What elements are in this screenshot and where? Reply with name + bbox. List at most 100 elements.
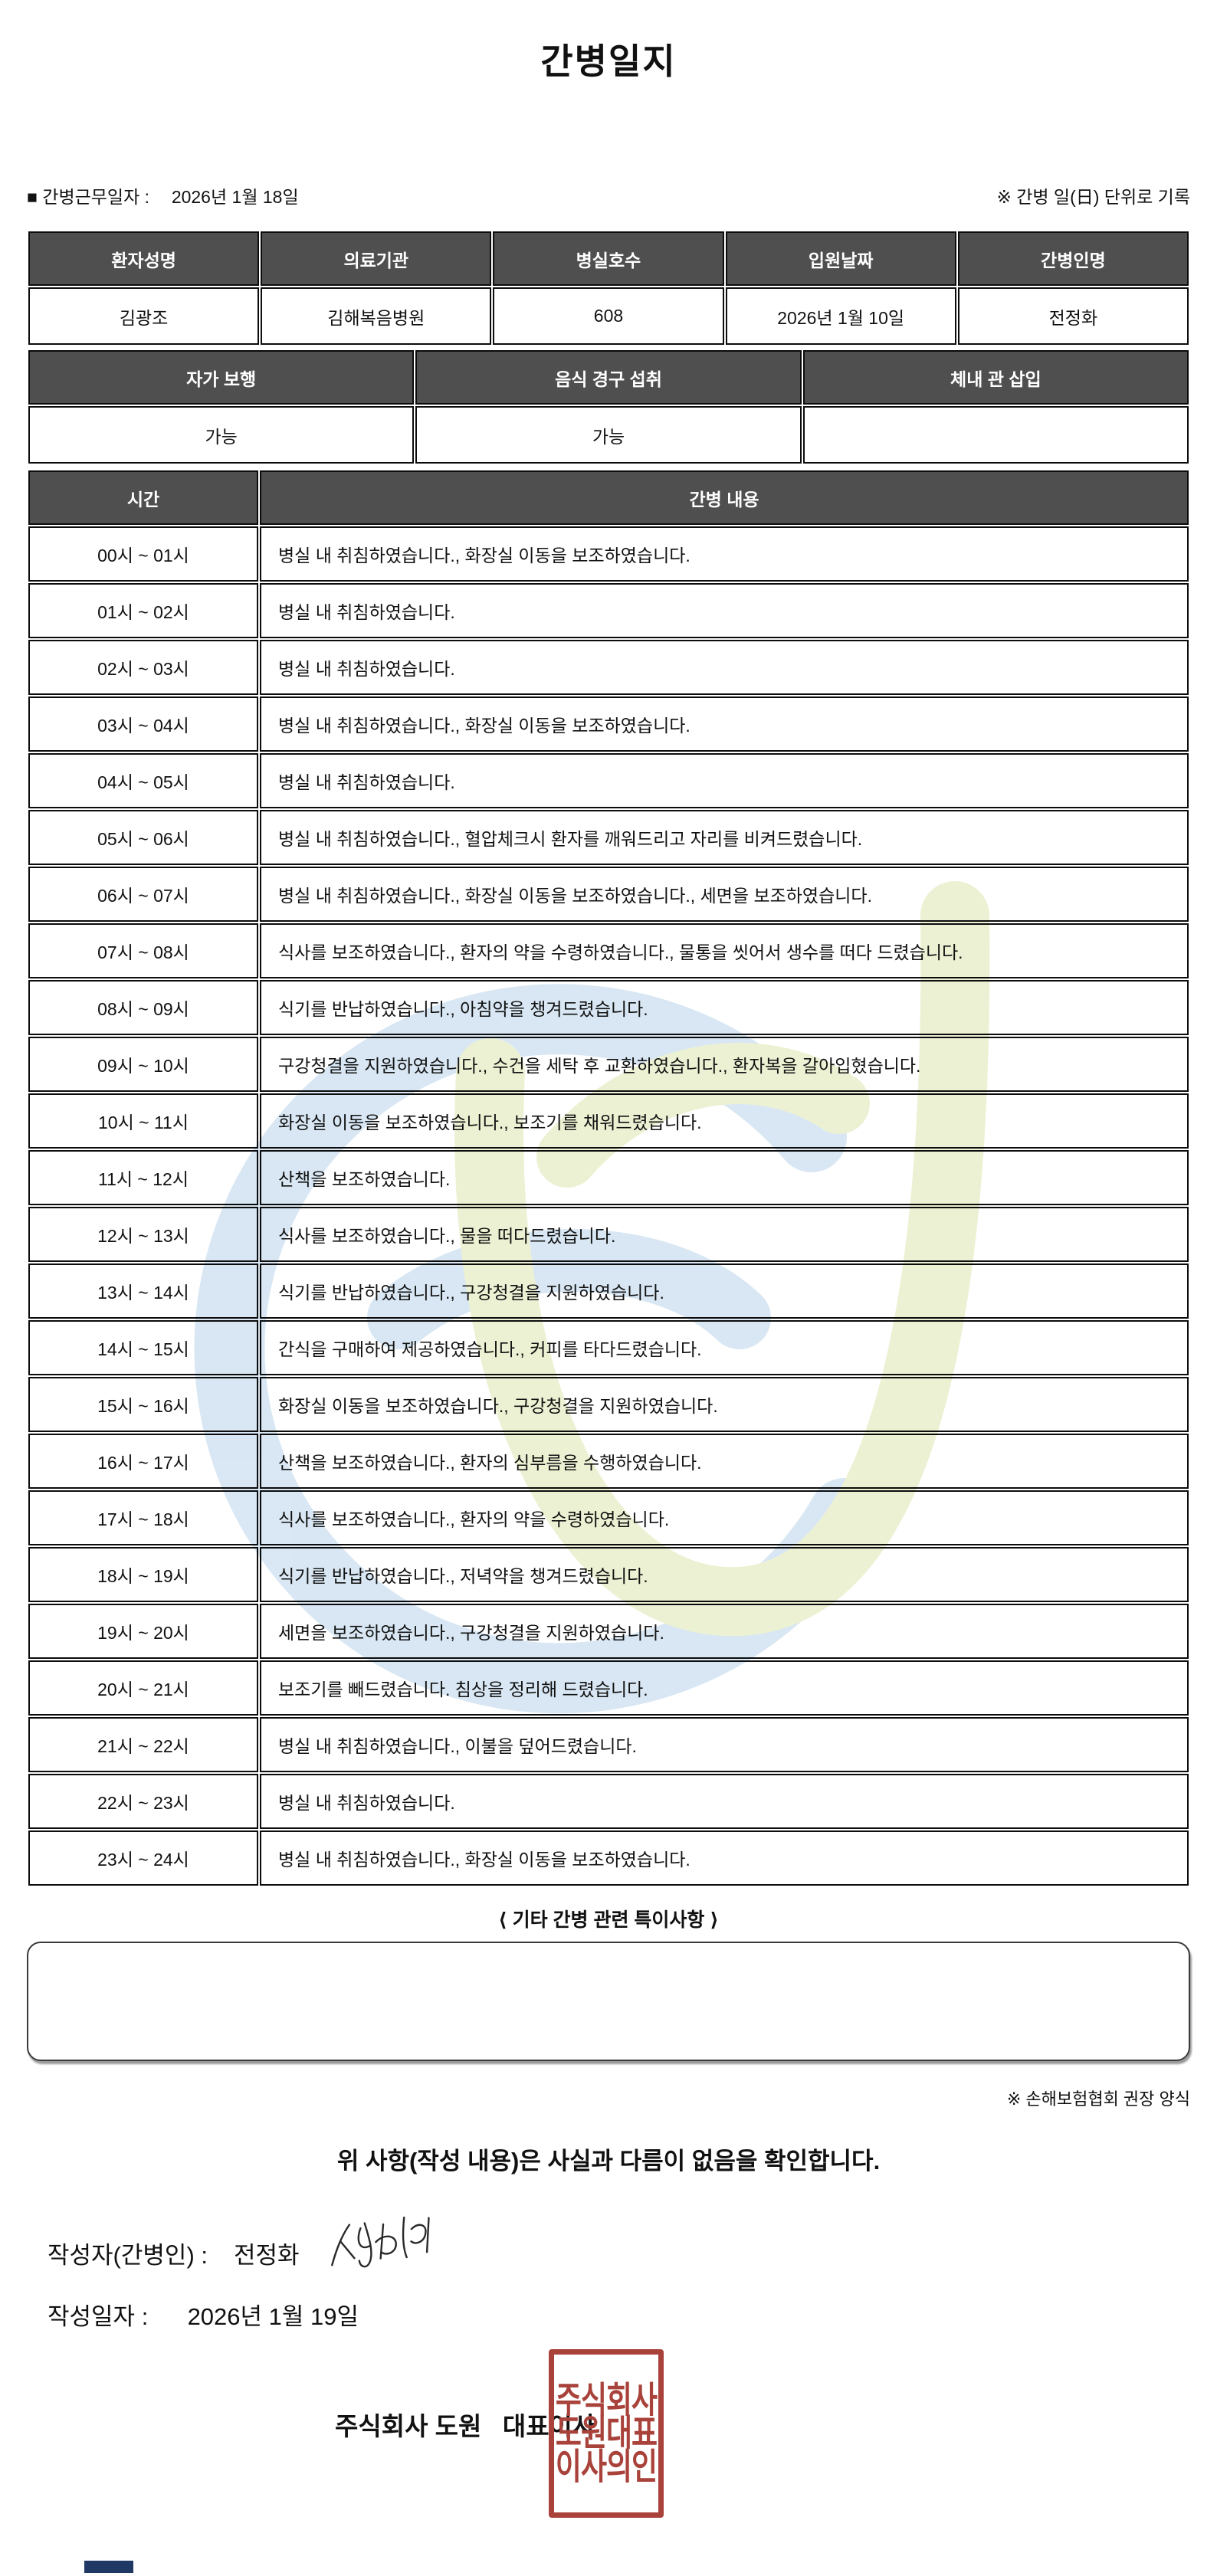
- care-time-cell: 10시 ~ 11시: [28, 1093, 258, 1149]
- written-date-value: 2026년 1월 19일: [187, 2303, 359, 2330]
- care-time-cell: 13시 ~ 14시: [28, 1263, 258, 1319]
- admission-date-value: 2026년 1월 10일: [725, 287, 956, 345]
- care-time-cell: 12시 ~ 13시: [28, 1207, 258, 1262]
- stamp-text-line: 도원대표: [555, 2413, 658, 2453]
- care-content-cell: 병실 내 취침하였습니다., 화장실 이동을 보조하였습니다., 세면을 보조하…: [260, 867, 1189, 922]
- care-row: 17시 ~ 18시 식사를 보조하였습니다., 환자의 약을 수령하였습니다.: [28, 1490, 1189, 1545]
- care-content-cell: 병실 내 취침하였습니다., 혈압체크시 환자를 깨워드리고 자리를 비켜드렸습…: [260, 810, 1189, 865]
- patient-info-table: 환자성명 의료기관 병실호수 입원날짜 간병인명 김광조 김해복음병원 608 …: [27, 230, 1190, 346]
- care-content-cell: 식기를 반납하였습니다., 구강청결을 지원하였습니다.: [260, 1263, 1189, 1319]
- care-content-cell: 화장실 이동을 보조하였습니다., 보조기를 채워드렸습니다.: [260, 1093, 1189, 1149]
- care-time-cell: 19시 ~ 20시: [28, 1604, 258, 1659]
- care-time-cell: 21시 ~ 22시: [28, 1717, 258, 1772]
- condition-table: 자가 보행 음식 경구 섭취 체내 관 삽입 가능 가능: [27, 349, 1190, 465]
- col-header-medical-institution: 의료기관: [261, 231, 492, 286]
- unit-note: ※ 간병 일(日) 단위로 기록: [996, 187, 1190, 207]
- care-content-cell: 병실 내 취침하였습니다., 화장실 이동을 보조하였습니다.: [260, 526, 1189, 582]
- care-content-cell: 간식을 구매하여 제공하였습니다., 커피를 타다드렸습니다.: [260, 1320, 1189, 1375]
- care-row: 05시 ~ 06시 병실 내 취침하였습니다., 혈압체크시 환자를 깨워드리고 …: [28, 810, 1189, 865]
- col-header-oral-intake: 음식 경구 섭취: [415, 350, 802, 405]
- care-row: 11시 ~ 12시 산책을 보조하였습니다.: [28, 1150, 1189, 1205]
- care-row: 18시 ~ 19시 식기를 반납하였습니다., 저녁약을 챙겨드렸습니다.: [28, 1547, 1189, 1602]
- care-content-cell: 식사를 보조하였습니다., 물을 떠다드렸습니다.: [260, 1207, 1189, 1262]
- info-bar: ■ 간병근무일자 : 2026년 1월 18일 ※ 간병 일(日) 단위로 기록: [27, 182, 1190, 208]
- care-time-cell: 20시 ~ 21시: [28, 1660, 258, 1716]
- stamp-text-line: 이사의인: [555, 2446, 658, 2487]
- care-time-cell: 18시 ~ 19시: [28, 1547, 258, 1602]
- care-content-cell: 식사를 보조하였습니다., 환자의 약을 수령하였습니다., 물통을 씻어서 생…: [260, 923, 1189, 978]
- care-time-cell: 00시 ~ 01시: [28, 526, 258, 582]
- care-row: 23시 ~ 24시 병실 내 취침하였습니다., 화장실 이동을 보조하였습니다.: [28, 1830, 1189, 1886]
- care-content-cell: 병실 내 취침하였습니다.: [260, 640, 1189, 695]
- care-content-cell: 병실 내 취침하였습니다.: [260, 1774, 1189, 1829]
- care-row: 09시 ~ 10시 구강청결을 지원하였습니다., 수건을 세탁 후 교환하였습니…: [28, 1037, 1189, 1092]
- care-row: 16시 ~ 17시 산책을 보조하였습니다., 환자의 심부름을 수행하였습니다.: [28, 1434, 1189, 1489]
- care-time-cell: 07시 ~ 08시: [28, 923, 258, 978]
- care-time-cell: 05시 ~ 06시: [28, 810, 258, 865]
- care-row: 03시 ~ 04시 병실 내 취침하였습니다., 화장실 이동을 보조하였습니다.: [28, 696, 1189, 752]
- care-header-row: 시간 간병 내용: [28, 470, 1189, 525]
- care-row: 19시 ~ 20시 세면을 보조하였습니다., 구강청결을 지원하였습니다.: [28, 1604, 1189, 1659]
- written-date-label: 작성일자 :: [48, 2303, 149, 2330]
- care-content-cell: 식기를 반납하였습니다., 아침약을 챙겨드렸습니다.: [260, 980, 1189, 1035]
- col-header-time: 시간: [28, 470, 258, 525]
- care-time-cell: 14시 ~ 15시: [28, 1320, 258, 1375]
- work-date-value: 2026년 1월 18일: [171, 187, 299, 207]
- handwritten-signature: [330, 2216, 430, 2268]
- writer-line: 작성자(간병인) : 전정화: [48, 2216, 435, 2283]
- tube-insertion-value: [802, 406, 1189, 464]
- oral-intake-value: 가능: [415, 406, 802, 464]
- care-content-cell: 식사를 보조하였습니다., 환자의 약을 수령하였습니다.: [260, 1490, 1189, 1545]
- col-header-admission-date: 입원날짜: [725, 231, 956, 286]
- care-row: 10시 ~ 11시 화장실 이동을 보조하였습니다., 보조기를 채워드렸습니다.: [28, 1093, 1189, 1149]
- care-time-cell: 15시 ~ 16시: [28, 1377, 258, 1432]
- care-row: 07시 ~ 08시 식사를 보조하였습니다., 환자의 약을 수령하였습니다., …: [28, 923, 1189, 978]
- condition-header-row: 자가 보행 음식 경구 섭취 체내 관 삽입: [28, 350, 1189, 405]
- condition-value-row: 가능 가능: [28, 406, 1189, 464]
- care-row: 04시 ~ 05시 병실 내 취침하였습니다.: [28, 753, 1189, 808]
- care-row: 14시 ~ 15시 간식을 구매하여 제공하였습니다., 커피를 타다드렸습니다.: [28, 1320, 1189, 1375]
- care-content-cell: 화장실 이동을 보조하였습니다., 구강청결을 지원하였습니다.: [260, 1377, 1189, 1432]
- care-time-cell: 08시 ~ 09시: [28, 980, 258, 1035]
- patient-header-row: 환자성명 의료기관 병실호수 입원날짜 간병인명: [28, 231, 1189, 286]
- col-header-room-number: 병실호수: [493, 231, 724, 286]
- self-walking-value: 가능: [28, 406, 415, 464]
- care-time-cell: 11시 ~ 12시: [28, 1150, 258, 1205]
- writer-name: 전정화: [234, 2241, 300, 2269]
- care-content-cell: 병실 내 취침하였습니다., 이불을 덮어드렸습니다.: [260, 1717, 1189, 1772]
- page-title: 간병일지: [540, 41, 677, 81]
- care-row: 00시 ~ 01시 병실 내 취침하였습니다., 화장실 이동을 보조하였습니다.: [28, 526, 1189, 582]
- care-content-cell: 산책을 보조하였습니다., 환자의 심부름을 수행하였습니다.: [260, 1434, 1189, 1489]
- care-time-cell: 01시 ~ 02시: [28, 583, 258, 638]
- col-header-patient-name: 환자성명: [28, 231, 260, 286]
- care-time-cell: 23시 ~ 24시: [28, 1830, 258, 1886]
- care-row: 01시 ~ 02시 병실 내 취침하였습니다.: [28, 583, 1189, 638]
- care-content-cell: 병실 내 취침하였습니다.: [260, 583, 1189, 638]
- care-content-cell: 병실 내 취침하였습니다., 화장실 이동을 보조하였습니다.: [260, 696, 1189, 752]
- care-row: 12시 ~ 13시 식사를 보조하였습니다., 물을 떠다드렸습니다.: [28, 1207, 1189, 1262]
- care-row: 08시 ~ 09시 식기를 반납하였습니다., 아침약을 챙겨드렸습니다.: [28, 980, 1189, 1035]
- care-time-cell: 04시 ~ 05시: [28, 753, 258, 808]
- stamp-text-line: 주식회사: [555, 2379, 658, 2420]
- care-content-cell: 산책을 보조하였습니다.: [260, 1150, 1189, 1205]
- care-content-cell: 보조기를 빼드렸습니다. 침상을 정리해 드렸습니다.: [260, 1660, 1189, 1716]
- care-time-cell: 22시 ~ 23시: [28, 1774, 258, 1829]
- care-content-cell: 세면을 보조하였습니다., 구강청결을 지원하였습니다.: [260, 1604, 1189, 1659]
- care-time-cell: 16시 ~ 17시: [28, 1434, 258, 1489]
- care-row: 15시 ~ 16시 화장실 이동을 보조하였습니다., 구강청결을 지원하였습니다…: [28, 1377, 1189, 1432]
- room-number-value: 608: [493, 287, 724, 345]
- care-row: 02시 ~ 03시 병실 내 취침하였습니다.: [28, 640, 1189, 695]
- patient-name-value: 김광조: [28, 287, 260, 345]
- recommended-form-note: ※ 손해보험협회 권장 양식: [1006, 2089, 1190, 2109]
- written-date-line: 작성일자 : 2026년 1월 19일: [48, 2297, 359, 2332]
- care-row: 13시 ~ 14시 식기를 반납하였습니다., 구강청결을 지원하였습니다.: [28, 1263, 1189, 1319]
- col-header-caregiver-name: 간병인명: [957, 231, 1189, 286]
- care-time-cell: 06시 ~ 07시: [28, 867, 258, 922]
- corporate-seal-stamp: 주식회사 도원대표 이사의인: [549, 2349, 664, 2518]
- special-notes-box: [27, 1942, 1190, 2061]
- medical-institution-value: 김해복음병원: [261, 287, 492, 345]
- care-row: 20시 ~ 21시 보조기를 빼드렸습니다. 침상을 정리해 드렸습니다.: [28, 1660, 1189, 1716]
- col-header-self-walking: 자가 보행: [28, 350, 415, 405]
- care-time-cell: 03시 ~ 04시: [28, 696, 258, 752]
